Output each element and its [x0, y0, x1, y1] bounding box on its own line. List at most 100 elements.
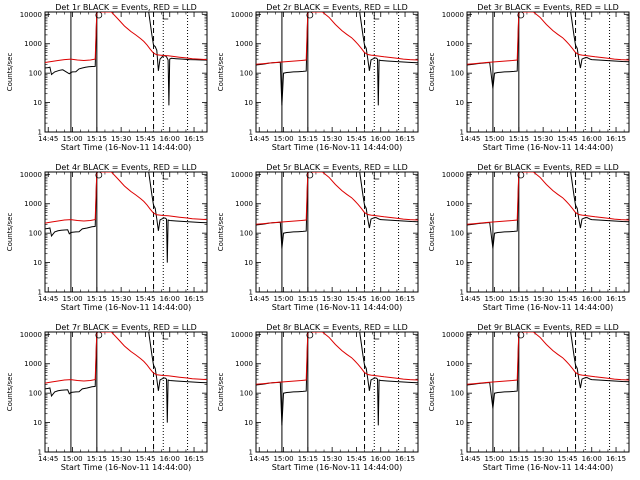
lld-series-line [45, 12, 207, 63]
y-axis-label: Counts/sec [6, 53, 14, 92]
x-tick-label: 15:15 [509, 135, 529, 143]
x-tick-label: 15:30 [322, 455, 342, 463]
y-tick-label: 100 [240, 390, 253, 398]
panel-title: Det 6r BLACK = Events, RED = LLD [477, 163, 619, 172]
panel-det-7: Det 7r BLACK = Events, RED = LLD 1 10 100 10… [6, 323, 208, 472]
panel-title: Det 2r BLACK = Events, RED = LLD [266, 3, 408, 12]
panel-title: Det 8r BLACK = Events, RED = LLD [266, 323, 408, 332]
x-tick-label: 15:00 [273, 135, 293, 143]
x-tick-label: 15:45 [557, 455, 577, 463]
y-tick-label: 1 [249, 289, 253, 297]
x-tick-label: 15:00 [484, 295, 504, 303]
x-tick-label: 14:45 [249, 135, 269, 143]
y-tick-label: 10 [455, 259, 464, 267]
y-tick-label: 1000 [446, 360, 464, 368]
lld-series-line [467, 332, 629, 385]
marker-bracket [584, 332, 591, 340]
y-tick-label: 10000 [20, 331, 42, 339]
lld-series-line [256, 12, 418, 65]
x-tick-label: 16:00 [582, 135, 602, 143]
marker-circle [306, 331, 314, 339]
x-tick-label: 16:00 [371, 295, 391, 303]
x-tick-label: 14:45 [38, 455, 58, 463]
x-tick-label: 15:30 [111, 455, 131, 463]
plot-data-area [45, 172, 207, 292]
x-tick-label: 15:15 [509, 455, 529, 463]
y-tick-label: 100 [451, 390, 464, 398]
x-tick-label: 16:15 [184, 135, 204, 143]
events-series-line [467, 172, 629, 249]
x-tick-label: 15:30 [322, 135, 342, 143]
y-tick-label: 100 [29, 70, 42, 78]
y-tick-label: 100 [29, 230, 42, 238]
plot-data-area [256, 12, 418, 132]
marker-bracket [584, 172, 591, 180]
x-tick-label: 15:00 [484, 135, 504, 143]
x-tick-label: 15:30 [533, 295, 553, 303]
x-tick-label: 16:15 [606, 295, 626, 303]
y-tick-label: 1000 [235, 200, 253, 208]
x-tick-label: 15:45 [135, 455, 155, 463]
x-tick-label: 14:45 [249, 295, 269, 303]
y-tick-label: 10 [244, 419, 253, 427]
panel-title: Det 9r BLACK = Events, RED = LLD [477, 323, 619, 332]
marker-circle [306, 11, 314, 19]
x-tick-label: 15:30 [533, 455, 553, 463]
lld-series-line [256, 332, 418, 385]
y-axis-label: Counts/sec [217, 53, 225, 92]
y-tick-label: 1000 [235, 40, 253, 48]
y-tick-label: 100 [29, 390, 42, 398]
plot-data-area [256, 172, 418, 292]
panel-det-6: Det 6r BLACK = Events, RED = LLD 1 10 100 10… [428, 163, 630, 312]
plot-frame [44, 11, 208, 133]
x-tick-label: 16:00 [160, 295, 180, 303]
x-tick-label: 16:15 [184, 295, 204, 303]
plot-frame [255, 171, 419, 293]
y-tick-label: 1 [460, 129, 464, 137]
x-tick-label: 15:45 [557, 135, 577, 143]
plot-data-area [467, 172, 629, 292]
plot-data-area [256, 332, 418, 452]
y-tick-label: 1000 [446, 200, 464, 208]
x-tick-label: 15:00 [62, 455, 82, 463]
x-tick-label: 15:15 [87, 135, 107, 143]
x-axis-label: Start Time (16-Nov-11 14:44:00) [483, 143, 613, 152]
y-tick-label: 10 [244, 99, 253, 107]
y-tick-label: 1 [38, 289, 42, 297]
x-tick-label: 14:45 [460, 135, 480, 143]
lld-series-line [256, 172, 418, 225]
x-tick-label: 16:15 [395, 295, 415, 303]
events-series-line [467, 12, 629, 89]
y-tick-label: 1000 [24, 40, 42, 48]
y-tick-label: 1000 [24, 200, 42, 208]
x-axis-label: Start Time (16-Nov-11 14:44:00) [483, 303, 613, 312]
y-tick-label: 1 [460, 449, 464, 457]
y-tick-label: 10 [33, 419, 42, 427]
x-tick-label: 15:30 [111, 135, 131, 143]
x-tick-label: 16:00 [582, 455, 602, 463]
marker-bracket [162, 12, 169, 20]
panel-title: Det 5r BLACK = Events, RED = LLD [266, 163, 408, 172]
y-axis-label: Counts/sec [6, 373, 14, 412]
plot-data-area [45, 332, 207, 452]
marker-circle [517, 331, 525, 339]
plot-frame [44, 331, 208, 453]
y-tick-label: 10 [33, 99, 42, 107]
panel-det-8: Det 8r BLACK = Events, RED = LLD 1 10 100 10… [217, 323, 419, 472]
x-tick-label: 16:15 [395, 135, 415, 143]
lld-series-line [45, 332, 207, 384]
y-tick-label: 1 [249, 129, 253, 137]
y-tick-label: 10000 [231, 331, 253, 339]
x-tick-label: 15:45 [346, 135, 366, 143]
y-tick-label: 10000 [231, 11, 253, 19]
y-tick-label: 10000 [442, 171, 464, 179]
y-axis-label: Counts/sec [428, 213, 436, 252]
x-tick-label: 15:15 [298, 135, 318, 143]
y-tick-label: 1 [249, 449, 253, 457]
x-axis-label: Start Time (16-Nov-11 14:44:00) [272, 463, 402, 472]
x-tick-label: 15:15 [87, 295, 107, 303]
x-tick-label: 14:45 [38, 135, 58, 143]
y-tick-label: 10000 [20, 171, 42, 179]
events-series-line [467, 332, 629, 409]
